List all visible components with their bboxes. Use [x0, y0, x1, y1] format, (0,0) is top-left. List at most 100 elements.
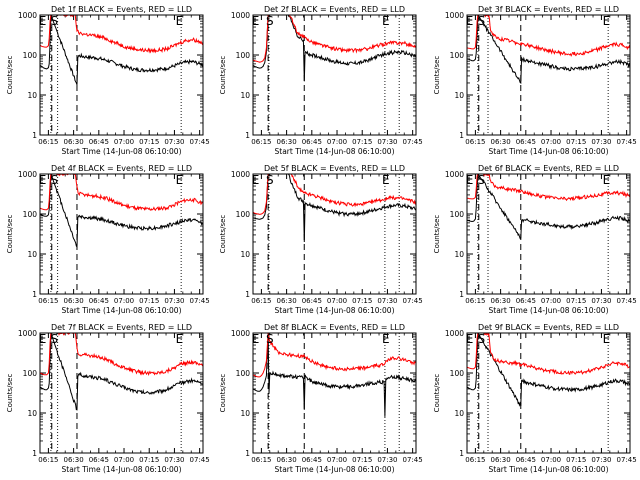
segment-letter: E — [252, 173, 260, 187]
lld-series-line — [253, 15, 416, 63]
x-tick-label: 06:30 — [491, 138, 511, 146]
x-tick-label: 07:45 — [617, 138, 637, 146]
chart-panel: Det 4f BLACK = Events, RED = LLD Counts/s… — [6, 164, 210, 315]
y-tick-label: 100 — [23, 210, 38, 219]
segment-letter: E — [176, 173, 184, 187]
segment-letter: E — [176, 332, 184, 346]
events-series-line — [467, 15, 630, 84]
x-tick-label: 07:45 — [190, 138, 210, 146]
plot-area — [40, 15, 203, 135]
events-series-line — [40, 333, 203, 411]
y-tick-label: 100 — [23, 369, 38, 378]
segment-letter: E — [252, 332, 260, 346]
plot-frame — [466, 14, 631, 136]
segment-letter: E — [466, 332, 474, 346]
x-tick-label: 07:15 — [566, 138, 586, 146]
x-tick-label: 06:45 — [516, 456, 536, 464]
x-tick-label: 07:15 — [139, 138, 159, 146]
x-axis-label: Start Time (14-Jun-08 06:10:00) — [62, 147, 182, 156]
chart-title: Det 7f BLACK = Events, RED = LLD — [51, 323, 192, 332]
chart-title: Det 6f BLACK = Events, RED = LLD — [478, 164, 619, 173]
y-tick-label: 100 — [236, 210, 251, 219]
y-tick-label: 1000 — [231, 329, 250, 338]
segment-letter: S — [50, 173, 58, 187]
events-series-line — [40, 174, 203, 249]
segment-letter: E — [39, 332, 47, 346]
lld-series-line — [467, 174, 630, 202]
y-tick-label: 10 — [240, 91, 250, 100]
y-tick-label: 10 — [454, 250, 464, 259]
segment-letter: E — [252, 14, 260, 28]
y-tick-label: 1 — [459, 290, 464, 299]
x-tick-label: 07:45 — [403, 456, 423, 464]
x-tick-label: 07:15 — [566, 456, 586, 464]
x-tick-label: 07:30 — [591, 138, 611, 146]
x-tick-label: 06:45 — [302, 138, 322, 146]
x-tick-label: 06:15 — [38, 297, 58, 305]
x-tick-label: 06:45 — [516, 297, 536, 305]
y-tick-label: 10 — [454, 409, 464, 418]
x-tick-label: 07:00 — [327, 456, 347, 464]
x-tick-label: 06:30 — [277, 456, 297, 464]
x-tick-label: 07:45 — [617, 297, 637, 305]
segment-letter: S — [477, 332, 485, 346]
x-tick-label: 06:15 — [38, 456, 58, 464]
segment-letter: S — [477, 173, 485, 187]
y-tick-label: 1000 — [445, 329, 464, 338]
segment-letter: S — [266, 173, 274, 187]
x-tick-label: 07:00 — [541, 138, 561, 146]
y-tick-label: 1 — [32, 449, 37, 458]
x-tick-label: 07:00 — [327, 138, 347, 146]
x-tick-label: 07:15 — [139, 456, 159, 464]
y-tick-label: 10 — [27, 91, 37, 100]
x-axis-label: Start Time (14-Jun-08 06:10:00) — [489, 465, 609, 474]
chart-title: Det 3f BLACK = Events, RED = LLD — [478, 5, 619, 14]
x-tick-label: 07:45 — [403, 297, 423, 305]
x-tick-label: 06:15 — [251, 138, 271, 146]
y-tick-label: 1000 — [231, 11, 250, 20]
y-axis-label: Counts/sec — [6, 374, 14, 413]
y-tick-label: 10 — [27, 409, 37, 418]
x-axis-label: Start Time (14-Jun-08 06:10:00) — [275, 465, 395, 474]
plot-frame — [39, 332, 204, 454]
lld-series-line — [40, 174, 203, 212]
y-tick-label: 10 — [240, 250, 250, 259]
x-axis-label: Start Time (14-Jun-08 06:10:00) — [489, 306, 609, 315]
y-tick-label: 1 — [32, 131, 37, 140]
chart-title: Det 1f BLACK = Events, RED = LLD — [51, 5, 192, 14]
events-series-line — [253, 15, 416, 82]
y-tick-label: 1 — [245, 290, 250, 299]
segment-letter: S — [266, 14, 274, 28]
x-tick-label: 07:30 — [164, 297, 184, 305]
x-tick-label: 06:15 — [465, 297, 485, 305]
x-tick-label: 07:00 — [327, 297, 347, 305]
x-tick-label: 07:15 — [352, 297, 372, 305]
plot-area — [467, 333, 630, 453]
segment-letter: E — [466, 14, 474, 28]
plot-frame — [39, 14, 204, 136]
x-tick-label: 06:45 — [89, 456, 109, 464]
x-tick-label: 07:00 — [114, 456, 134, 464]
lld-series-line — [40, 333, 203, 376]
y-tick-label: 1 — [245, 131, 250, 140]
lld-series-line — [467, 333, 630, 375]
x-tick-label: 07:45 — [190, 456, 210, 464]
y-axis-label: Counts/sec — [6, 215, 14, 254]
x-axis-label: Start Time (14-Jun-08 06:10:00) — [62, 465, 182, 474]
x-tick-label: 06:30 — [64, 297, 84, 305]
segment-letter: E — [603, 14, 611, 28]
segment-letter: E — [39, 14, 47, 28]
y-tick-label: 100 — [236, 369, 251, 378]
x-tick-label: 06:15 — [251, 456, 271, 464]
y-tick-label: 100 — [450, 369, 465, 378]
y-tick-label: 1 — [459, 449, 464, 458]
lld-series-line — [40, 15, 203, 54]
x-tick-label: 07:15 — [352, 138, 372, 146]
y-tick-label: 100 — [450, 51, 465, 60]
plot-area — [253, 174, 416, 294]
segment-letter: E — [176, 14, 184, 28]
x-tick-label: 07:45 — [403, 138, 423, 146]
x-tick-label: 07:00 — [114, 138, 134, 146]
events-series-line — [40, 15, 203, 85]
